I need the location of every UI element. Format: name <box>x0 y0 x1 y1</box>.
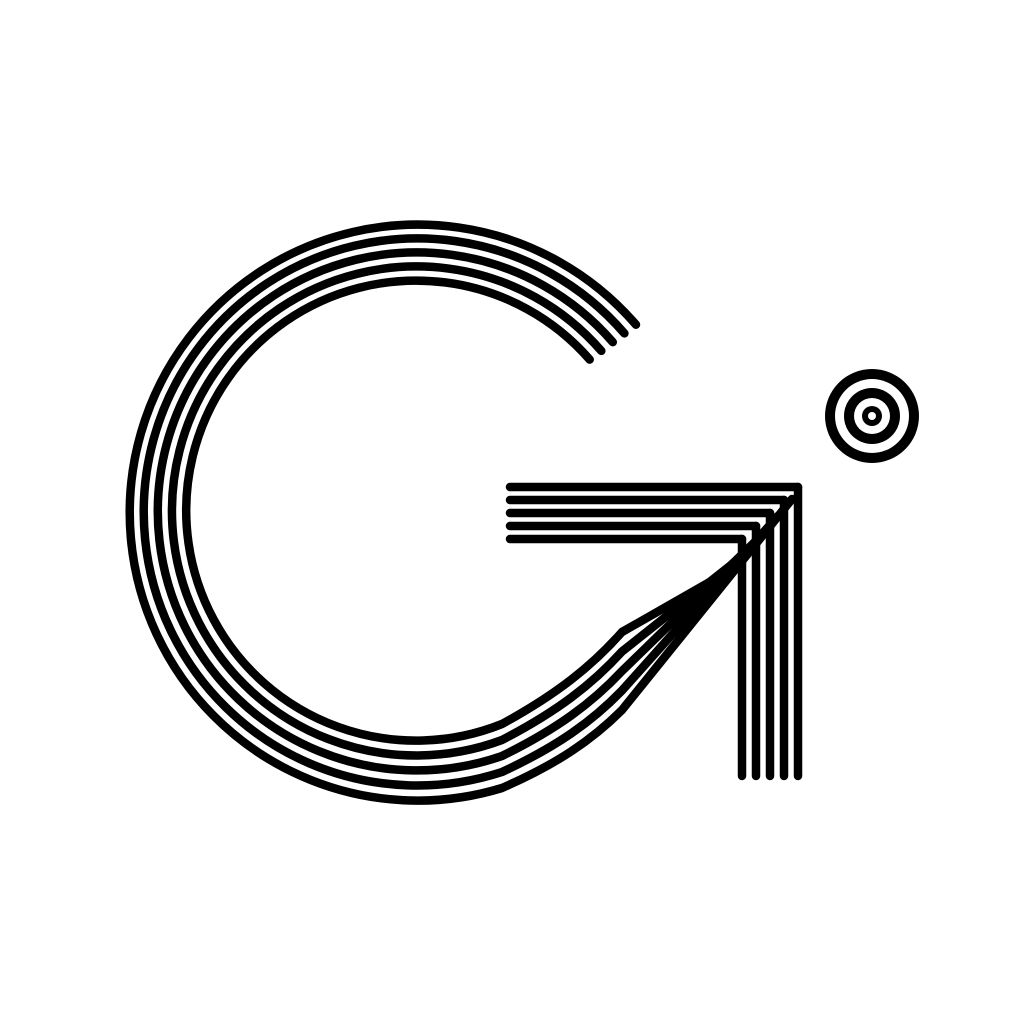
g-stripe <box>167 262 755 760</box>
g-stripe <box>125 220 797 805</box>
g-stripe <box>153 248 769 775</box>
g-stripes <box>125 220 803 805</box>
i-dot-center <box>868 412 876 420</box>
i-dot <box>825 369 919 463</box>
g-stripe <box>181 276 741 745</box>
g-stripe <box>139 234 783 790</box>
